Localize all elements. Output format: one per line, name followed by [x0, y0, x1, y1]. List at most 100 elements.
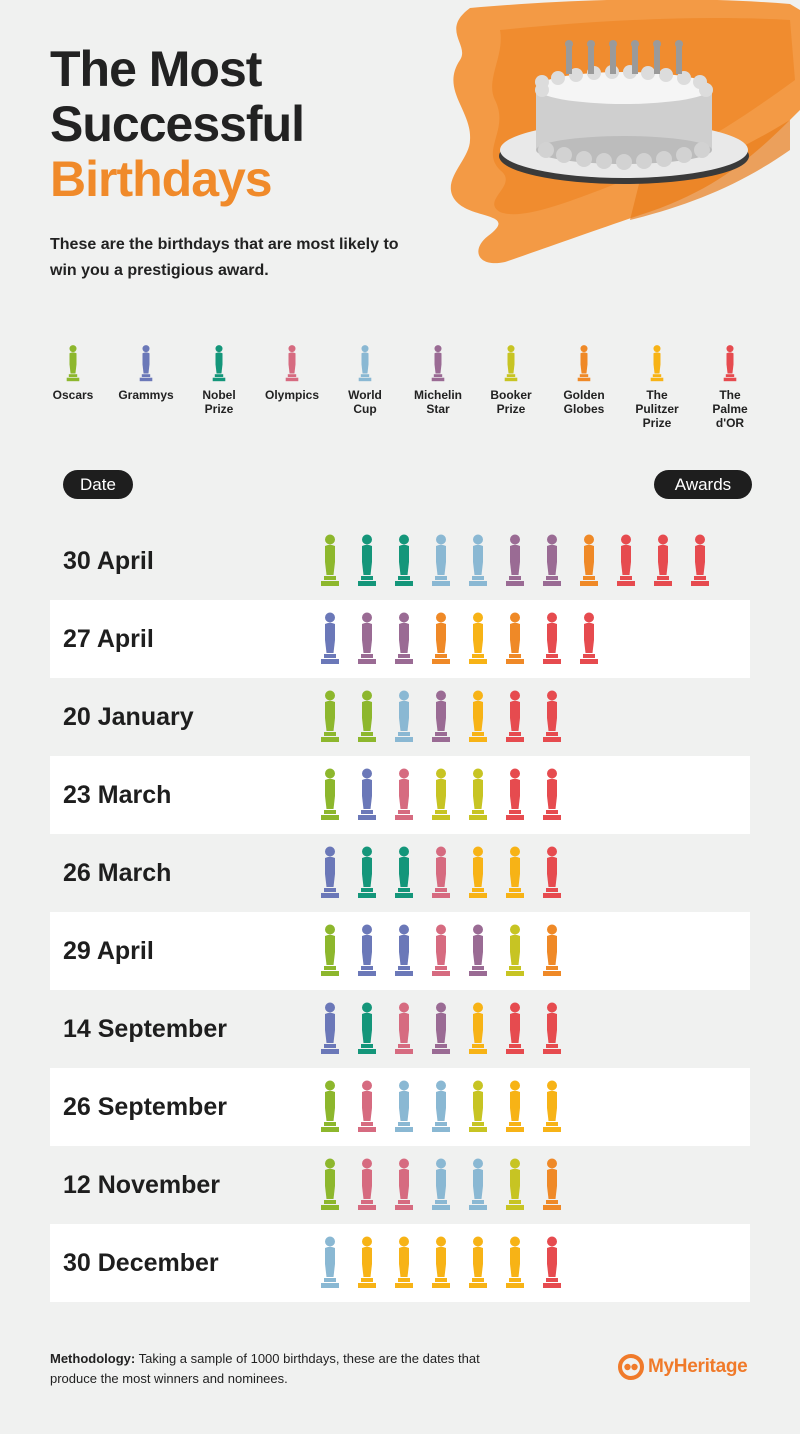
award-figure-grammys	[358, 924, 376, 976]
award-figure-palme	[654, 534, 672, 586]
chart-row: 20 January	[50, 678, 750, 756]
date-column-header: Date	[63, 470, 133, 499]
award-figure-pulitzer	[469, 612, 487, 664]
award-figure-worldcup	[395, 1080, 413, 1132]
row-award-figures	[320, 1080, 740, 1135]
award-figure-oscars	[321, 1158, 339, 1210]
award-figure-grammys	[358, 768, 376, 820]
row-award-figures	[320, 846, 740, 901]
brand-logo: MyHeritage	[618, 1354, 748, 1380]
award-figure-michelin	[469, 924, 487, 976]
row-date-label: 27 April	[63, 625, 154, 653]
award-figure-nobel	[395, 846, 413, 898]
legend-worldcup-icon	[358, 345, 372, 382]
award-figure-nobel	[358, 846, 376, 898]
row-award-figures	[320, 1158, 740, 1213]
award-figure-olympics	[395, 768, 413, 820]
award-figure-palme	[543, 612, 561, 664]
award-figure-pulitzer	[506, 1236, 524, 1288]
award-figure-palme	[506, 1002, 524, 1054]
page-title: The Most Successful Birthdays	[50, 41, 305, 207]
legend-item-palme: The Palme d'OR	[693, 344, 767, 430]
award-figure-olympics	[395, 1158, 413, 1210]
award-figure-golden	[432, 612, 450, 664]
row-award-figures	[320, 690, 740, 745]
award-figure-pulitzer	[469, 1002, 487, 1054]
award-figure-olympics	[358, 1080, 376, 1132]
awards-column-header: Awards	[654, 470, 752, 499]
award-figure-pulitzer	[469, 690, 487, 742]
legend-label: Olympics	[264, 388, 320, 402]
award-figure-palme	[691, 534, 709, 586]
legend-item-michelin: Michelin Star	[401, 344, 475, 416]
legend: Oscars Grammys Nobel Prize Olympics World Cu…	[36, 344, 766, 444]
row-date-label: 23 March	[63, 781, 172, 809]
legend-olympics-icon	[285, 345, 299, 382]
award-figure-worldcup	[321, 1236, 339, 1288]
award-figure-pulitzer	[358, 1236, 376, 1288]
row-date-label: 14 September	[63, 1015, 227, 1043]
chart-row: 26 March	[50, 834, 750, 912]
legend-pulitzer-icon	[650, 345, 664, 382]
award-figure-palme	[543, 1236, 561, 1288]
legend-label: Booker Prize	[490, 388, 532, 416]
award-figure-worldcup	[469, 1158, 487, 1210]
legend-item-oscars: Oscars	[36, 344, 110, 402]
legend-item-pulitzer: The Pulitzer Prize	[620, 344, 694, 430]
award-figure-oscars	[321, 1080, 339, 1132]
award-figure-michelin	[432, 1002, 450, 1054]
methodology-label: Methodology:	[50, 1351, 136, 1366]
legend-item-golden: Golden Globes	[547, 344, 621, 416]
award-figure-worldcup	[469, 534, 487, 586]
award-figure-pulitzer	[506, 846, 524, 898]
legend-nobel-icon	[212, 345, 226, 382]
chart-row: 27 April	[50, 600, 750, 678]
award-figure-pulitzer	[469, 1236, 487, 1288]
cake-illustration	[499, 40, 749, 184]
award-figure-oscars	[321, 924, 339, 976]
award-figure-olympics	[432, 924, 450, 976]
row-date-label: 29 April	[63, 937, 154, 965]
legend-item-olympics: Olympics	[255, 344, 329, 402]
legend-michelin-icon	[431, 345, 445, 382]
chart-row: 30 December	[50, 1224, 750, 1302]
award-figure-golden	[543, 924, 561, 976]
award-figure-pulitzer	[395, 1236, 413, 1288]
award-figure-worldcup	[432, 1158, 450, 1210]
award-figure-palme	[543, 846, 561, 898]
award-figure-nobel	[358, 1002, 376, 1054]
methodology-note: Methodology: Taking a sample of 1000 bir…	[50, 1349, 480, 1389]
award-figure-michelin	[432, 690, 450, 742]
row-award-figures	[320, 612, 740, 667]
award-figure-olympics	[358, 1158, 376, 1210]
award-figure-golden	[580, 534, 598, 586]
title-line-3: Birthdays	[50, 151, 273, 207]
chart-row: 29 April	[50, 912, 750, 990]
award-figure-golden	[506, 612, 524, 664]
row-date-label: 20 January	[63, 703, 194, 731]
award-figure-michelin	[395, 612, 413, 664]
award-figure-pulitzer	[543, 1080, 561, 1132]
award-figure-pulitzer	[432, 1236, 450, 1288]
legend-label: The Palme d'OR	[712, 388, 748, 430]
award-figure-golden	[543, 1158, 561, 1210]
legend-item-nobel: Nobel Prize	[182, 344, 256, 416]
row-date-label: 30 December	[63, 1249, 219, 1277]
award-figure-olympics	[432, 846, 450, 898]
award-figure-pulitzer	[469, 846, 487, 898]
award-figure-palme	[506, 690, 524, 742]
award-figure-pulitzer	[506, 1080, 524, 1132]
legend-grammys-icon	[139, 345, 153, 382]
row-date-label: 26 March	[63, 859, 172, 887]
chart-row: 12 November	[50, 1146, 750, 1224]
row-date-label: 26 September	[63, 1093, 227, 1121]
title-line-1: The Most	[50, 41, 262, 97]
methodology-text: Taking a sample of 1000 birthdays, these…	[50, 1351, 480, 1386]
award-figure-worldcup	[432, 534, 450, 586]
brand-name: MyHeritage	[648, 1356, 748, 1377]
legend-label: The Pulitzer Prize	[635, 388, 679, 430]
award-figure-grammys	[321, 612, 339, 664]
legend-label: Golden Globes	[563, 388, 605, 416]
award-figure-palme	[617, 534, 635, 586]
row-award-figures	[320, 1236, 740, 1291]
